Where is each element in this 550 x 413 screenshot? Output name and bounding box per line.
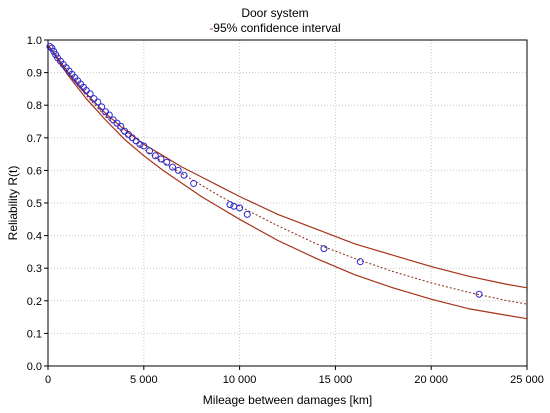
legend: -95% confidence interval [0, 21, 550, 35]
data-point [190, 179, 198, 187]
y-tick-label: 0.2 [27, 296, 42, 308]
data-point [180, 171, 188, 179]
legend-label: 95% confidence interval [213, 21, 341, 35]
data-point [356, 258, 364, 266]
data-point [86, 90, 94, 98]
lower-confidence-line [47, 44, 528, 320]
data-point [475, 290, 483, 298]
axes: 0 5 000 10 000 15 000 20 000 25 000 0.0 0.1 0.2 0… [27, 35, 544, 386]
data-point [136, 140, 144, 148]
y-tick-label: 0.9 [27, 68, 42, 80]
x-tick-label: 15 000 [319, 374, 353, 386]
y-tick-label: 0.7 [27, 133, 42, 145]
upper-confidence-line [47, 44, 528, 289]
series [47, 44, 528, 320]
legend-marker: - [209, 21, 214, 35]
y-tick-label: 0.5 [27, 198, 42, 210]
y-tick-label: 0.6 [27, 165, 42, 177]
data-point [169, 163, 177, 171]
data-point [236, 204, 244, 212]
y-tick-label: 0.0 [27, 361, 42, 373]
x-axis-label: Mileage between damages [km] [203, 393, 372, 407]
x-tick-label: 0 [45, 374, 51, 386]
data-point [243, 210, 251, 218]
data-point [105, 111, 113, 119]
data-point [98, 103, 106, 111]
x-tick-label: 5 000 [130, 374, 158, 386]
x-tick-label: 25 000 [510, 374, 544, 386]
plot-frame [47, 39, 528, 367]
grid [47, 39, 528, 367]
y-axis-label: Reliability R(t) [6, 166, 20, 241]
y-tick-label: 1.0 [27, 35, 42, 47]
markers [46, 43, 483, 298]
data-point [174, 166, 182, 174]
data-point [163, 158, 171, 166]
data-point [151, 152, 159, 160]
data-point [157, 155, 165, 163]
y-tick-label: 0.3 [27, 263, 42, 275]
data-point [140, 142, 148, 150]
y-tick-label: 0.4 [27, 231, 42, 243]
x-tick-label: 10 000 [223, 374, 257, 386]
data-point [320, 245, 328, 253]
chart-title: Door system [241, 6, 309, 20]
data-point [226, 201, 234, 209]
data-point [146, 147, 154, 155]
y-tick-label: 0.8 [27, 100, 42, 112]
data-point [230, 202, 238, 210]
y-tick-label: 0.1 [27, 328, 42, 340]
data-point [46, 43, 54, 51]
data-point [94, 98, 102, 106]
data-point [117, 122, 125, 130]
fitted-reliability-line [47, 44, 528, 305]
x-tick-label: 20 000 [414, 374, 448, 386]
